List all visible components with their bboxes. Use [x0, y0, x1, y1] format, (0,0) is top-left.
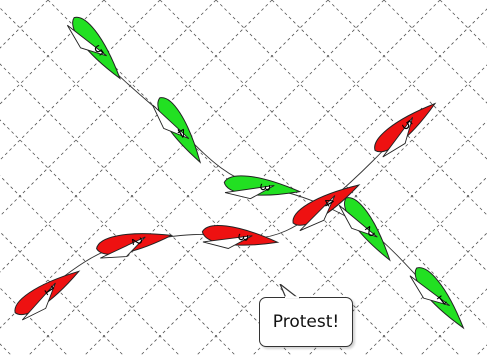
grid-line [0, 343, 13, 356]
green-boat-sail [152, 104, 190, 140]
red-boat-5: 5 [374, 102, 437, 158]
protest-callout-pointer [279, 284, 300, 299]
red-boat-sail [202, 235, 253, 249]
green-boat-5: 5 [66, 16, 121, 80]
green-boat-3: 3 [223, 175, 302, 200]
protest-callout: Protest! [259, 297, 353, 347]
red-boat-sail [21, 282, 56, 321]
grid-line [363, 232, 487, 356]
grid-line [0, 0, 105, 105]
red-boat-sail [382, 116, 414, 158]
protest-callout-text: Protest! [272, 312, 340, 332]
red-boat-2: 2 [96, 233, 174, 259]
green-boat-sail [338, 204, 378, 238]
red-boat-number: 2 [128, 236, 144, 247]
grid-line [419, 288, 487, 356]
green-boat-4: 4 [152, 97, 202, 164]
green-boat-sail [66, 24, 107, 57]
red-boat-1: 1 [14, 270, 81, 321]
red-boat-number: 3 [234, 232, 250, 242]
green-boat-2: 2 [338, 197, 391, 262]
green-boat-1: 1 [409, 267, 465, 330]
red-boat-3: 3 [201, 224, 280, 249]
green-boat-sail [409, 275, 451, 307]
red-boat-sail [100, 236, 146, 259]
green-boat-sail [224, 185, 275, 200]
green-boat-number: 3 [256, 182, 272, 192]
red-boat-sail [299, 195, 336, 232]
grid-line [475, 344, 487, 356]
red-boat-4: 4 [292, 184, 361, 232]
